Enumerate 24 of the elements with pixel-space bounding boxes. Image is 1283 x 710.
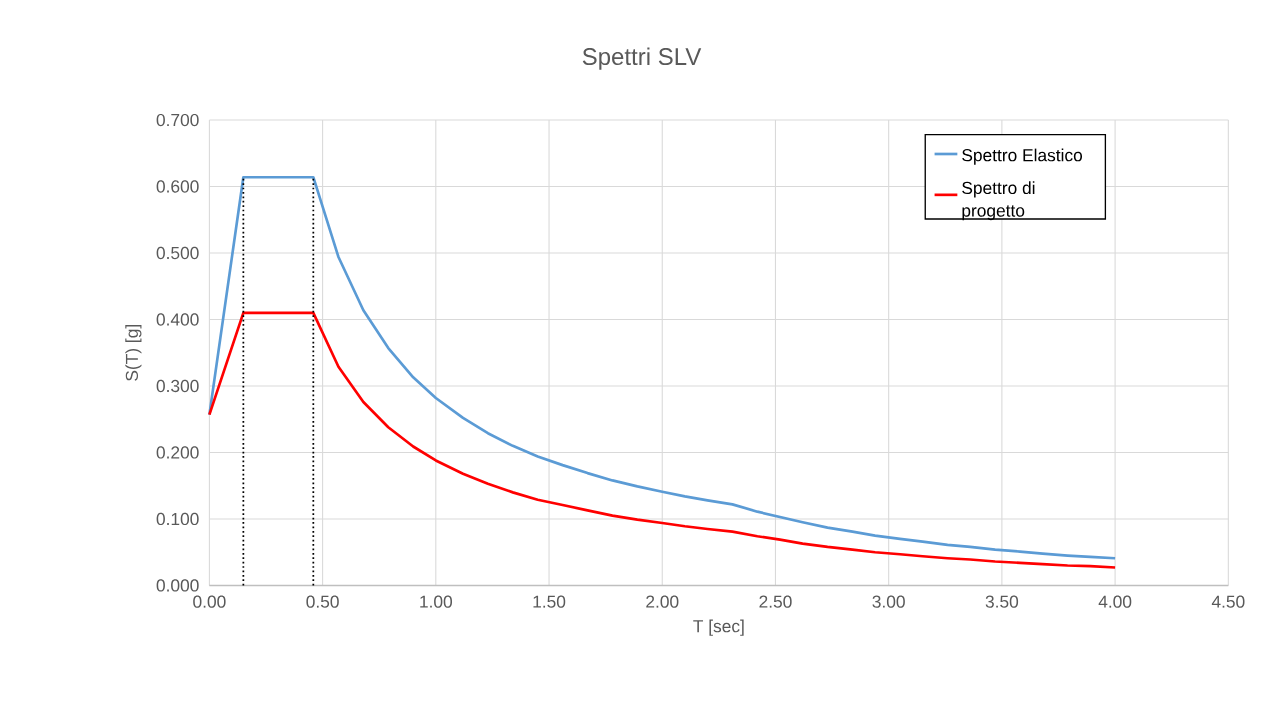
y-tick-label: 0.300 xyxy=(156,380,199,393)
x-tick-label: 0.50 xyxy=(306,595,339,609)
legend-label: Spettro Elastico xyxy=(962,148,1083,166)
x-tick-label: 1.00 xyxy=(420,595,453,609)
y-tick-label: 0.100 xyxy=(156,513,199,526)
y-tick-label: 0.200 xyxy=(156,446,199,459)
legend-label: Spettro di progetto xyxy=(962,181,1035,221)
y-axis-title: S(T) [g] xyxy=(125,325,142,382)
chart-title: Spettri SLV xyxy=(582,47,702,71)
line-series xyxy=(208,311,1117,570)
x-tick-label: 2.00 xyxy=(646,595,679,609)
x-tick-label: 3.50 xyxy=(985,595,1019,609)
x-tick-label: 0.00 xyxy=(193,595,226,609)
x-tick-label: 1.50 xyxy=(533,595,566,609)
y-tick-label: 0.400 xyxy=(156,313,199,326)
y-tick-label: 0.700 xyxy=(156,114,199,127)
y-tick-label: 0.000 xyxy=(156,579,199,592)
y-tick-label: 0.500 xyxy=(156,247,199,260)
x-tick-label: 4.50 xyxy=(1211,595,1245,609)
x-axis-title: T [sec] xyxy=(693,619,744,637)
y-tick-label: 0.600 xyxy=(156,180,199,193)
x-tick-label: 4.00 xyxy=(1098,595,1132,609)
x-tick-label: 2.50 xyxy=(759,595,792,609)
x-tick-label: 3.00 xyxy=(872,595,905,609)
